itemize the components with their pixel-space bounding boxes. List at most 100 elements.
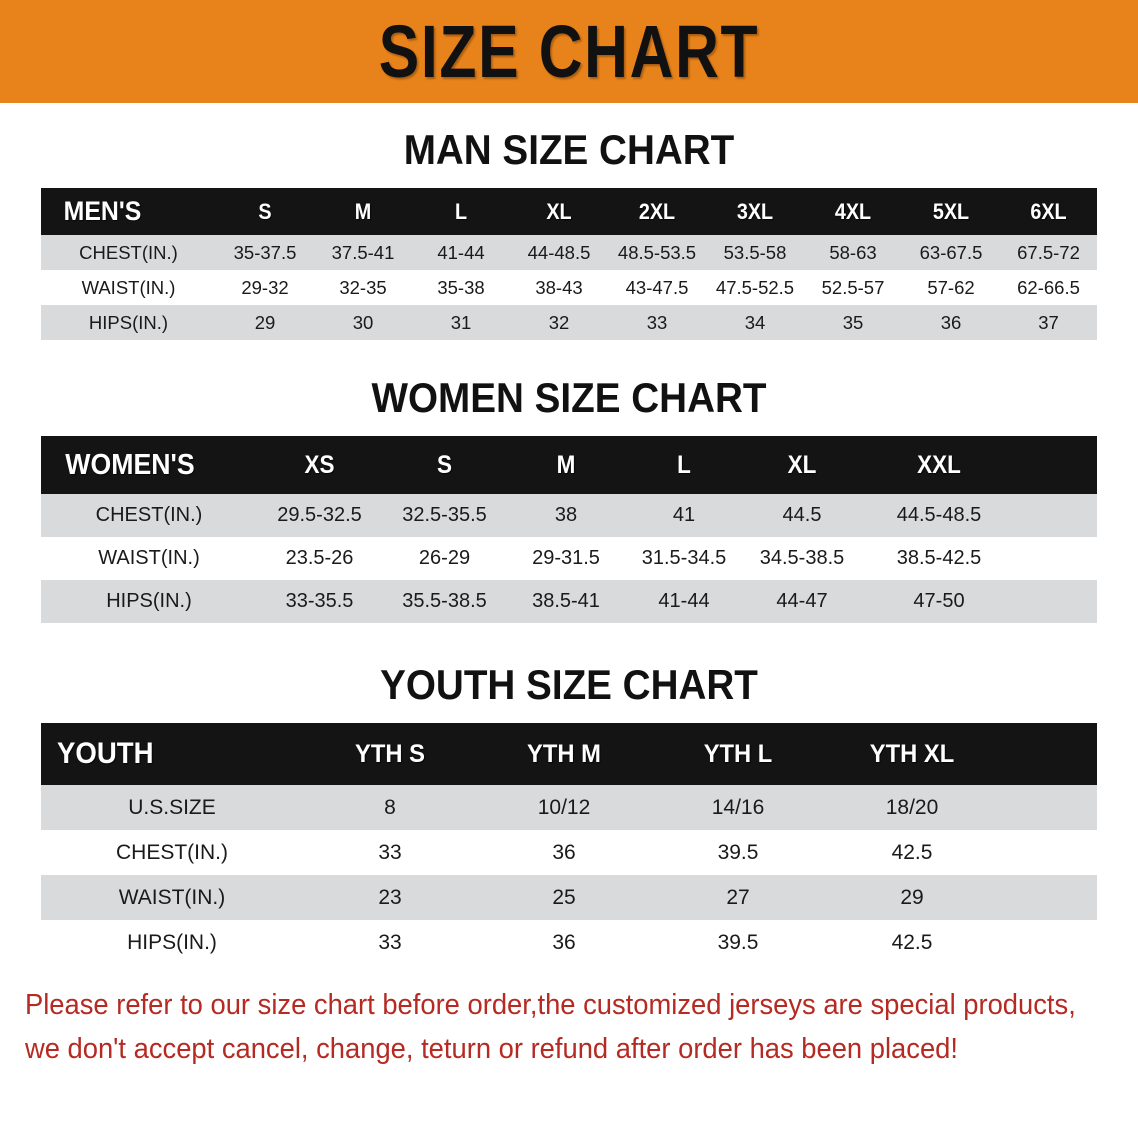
youth-size-header-m: YTH M xyxy=(527,739,601,768)
women-waist-m: 29-31.5 xyxy=(532,547,600,569)
men-waist-5xl: 57-62 xyxy=(927,276,975,298)
youth-hips-spacer xyxy=(999,920,1097,965)
youth-header-row: YOUTH YTH S YTH M YTH L YTH XL xyxy=(41,723,1097,785)
notice-line-1: Please refer to our size chart before or… xyxy=(24,989,1076,1021)
men-size-header-5xl: 5XL xyxy=(932,198,970,224)
women-size-header-m: M xyxy=(556,450,576,479)
men-chest-xl: 44-48.5 xyxy=(527,241,591,263)
men-size-header-2xl: 2XL xyxy=(638,198,676,224)
men-waist-m: 32-35 xyxy=(339,276,387,298)
women-size-header-xxl: XXL xyxy=(917,450,961,479)
men-chest-6xl: 67.5-72 xyxy=(1017,241,1080,263)
youth-hips-label: HIPS(IN.) xyxy=(127,930,217,954)
youth-chest-row: CHEST(IN.) 33 36 39.5 42.5 xyxy=(41,830,1097,875)
men-chest-l: 41-44 xyxy=(437,241,485,263)
youth-waist-s: 23 xyxy=(378,885,402,909)
youth-corner-label: YOUTH xyxy=(56,737,154,770)
youth-chest-spacer xyxy=(999,830,1097,875)
women-hips-label: HIPS(IN.) xyxy=(106,590,192,612)
page-banner: SIZE CHART xyxy=(0,0,1138,103)
youth-chest-s: 33 xyxy=(378,840,402,864)
youth-hips-row: HIPS(IN.) 33 36 39.5 42.5 xyxy=(41,920,1097,965)
men-waist-l: 35-38 xyxy=(437,276,485,298)
youth-hips-l: 39.5 xyxy=(717,930,759,954)
youth-size-header-l: YTH L xyxy=(703,739,773,768)
men-chest-3xl: 53.5-58 xyxy=(723,241,787,263)
youth-size-header-xl: YTH XL xyxy=(869,739,955,768)
women-header-row: WOMEN'S XS S M L XL XXL xyxy=(41,436,1097,494)
youth-hips-m: 36 xyxy=(552,930,576,954)
men-waist-s: 29-32 xyxy=(241,276,289,298)
youth-hips-s: 33 xyxy=(378,930,402,954)
women-size-table: WOMEN'S XS S M L XL XXL CHEST(IN.) 29.5-… xyxy=(41,436,1097,623)
men-waist-2xl: 43-47.5 xyxy=(625,276,689,298)
youth-size-table: YOUTH YTH S YTH M YTH L YTH XL U.S.SIZE … xyxy=(41,723,1097,965)
youth-ussize-l: 14/16 xyxy=(711,795,765,819)
men-chest-5xl: 63-67.5 xyxy=(919,241,983,263)
youth-ussize-row: U.S.SIZE 8 10/12 14/16 18/20 xyxy=(41,785,1097,830)
women-size-header-xs: XS xyxy=(304,450,335,479)
youth-ussize-label: U.S.SIZE xyxy=(128,795,216,819)
men-size-header-6xl: 6XL xyxy=(1030,198,1067,224)
men-hips-m: 30 xyxy=(352,311,374,333)
youth-waist-l: 27 xyxy=(726,885,750,909)
men-waist-3xl: 47.5-52.5 xyxy=(715,276,795,298)
women-hips-m: 38.5-41 xyxy=(532,590,600,612)
youth-chest-xl: 42.5 xyxy=(891,840,933,864)
men-size-header-3xl: 3XL xyxy=(736,198,774,224)
youth-header-spacer xyxy=(999,723,1097,785)
notice-line-2: we don't accept cancel, change, teturn o… xyxy=(24,1033,958,1066)
women-section-title: WOMEN SIZE CHART xyxy=(371,374,767,421)
youth-waist-xl: 29 xyxy=(900,885,924,909)
women-chest-m: 38 xyxy=(554,504,578,526)
women-hips-xxl: 47-50 xyxy=(913,590,965,612)
women-waist-xl: 34.5-38.5 xyxy=(759,547,845,569)
men-hips-label: HIPS(IN.) xyxy=(88,311,169,333)
men-waist-xl: 38-43 xyxy=(535,276,583,298)
women-waist-xxl: 38.5-42.5 xyxy=(896,547,982,569)
men-hips-4xl: 35 xyxy=(842,311,864,333)
women-waist-spacer xyxy=(1017,537,1097,580)
youth-waist-m: 25 xyxy=(552,885,576,909)
men-size-header-xl: XL xyxy=(546,198,572,224)
youth-waist-label: WAIST(IN.) xyxy=(118,885,226,909)
men-size-header-4xl: 4XL xyxy=(834,198,872,224)
women-hips-s: 35.5-38.5 xyxy=(402,590,487,612)
men-waist-6xl: 62-66.5 xyxy=(1017,276,1080,298)
women-chest-row: CHEST(IN.) 29.5-32.5 32.5-35.5 38 41 44.… xyxy=(41,494,1097,537)
youth-size-header-s: YTH S xyxy=(355,739,425,768)
women-corner-label: WOMEN'S xyxy=(65,448,195,481)
women-waist-label: WAIST(IN.) xyxy=(98,547,200,569)
youth-section-title: YOUTH SIZE CHART xyxy=(380,661,758,708)
men-hips-xl: 32 xyxy=(548,311,570,333)
men-waist-4xl: 52.5-57 xyxy=(821,276,885,298)
youth-chest-l: 39.5 xyxy=(717,840,759,864)
men-hips-row: HIPS(IN.) 29 30 31 32 33 34 35 36 37 xyxy=(41,305,1097,340)
men-chest-m: 37.5-41 xyxy=(331,241,395,263)
youth-ussize-xl: 18/20 xyxy=(885,795,939,819)
men-chest-label: CHEST(IN.) xyxy=(79,241,178,263)
men-size-table: MEN'S S M L XL 2XL 3XL 4XL 5XL 6XL CHEST… xyxy=(41,188,1097,340)
women-hips-row: HIPS(IN.) 33-35.5 35.5-38.5 38.5-41 41-4… xyxy=(41,580,1097,623)
women-chest-xs: 29.5-32.5 xyxy=(277,504,362,526)
men-hips-3xl: 34 xyxy=(744,311,766,333)
women-chest-label: CHEST(IN.) xyxy=(95,504,203,526)
men-size-header-s: S xyxy=(258,198,272,224)
men-header-row: MEN'S S M L XL 2XL 3XL 4XL 5XL 6XL xyxy=(41,188,1097,235)
women-hips-l: 41-44 xyxy=(658,590,710,612)
page-title: SIZE CHART xyxy=(378,9,760,93)
men-waist-label: WAIST(IN.) xyxy=(81,276,176,298)
men-size-header-l: L xyxy=(454,198,468,224)
men-hips-5xl: 36 xyxy=(940,311,962,333)
men-chest-s: 35-37.5 xyxy=(233,241,297,263)
man-section-title: MAN SIZE CHART xyxy=(403,126,735,173)
women-size-header-l: L xyxy=(677,450,691,479)
men-corner-label: MEN'S xyxy=(63,196,142,226)
women-hips-spacer xyxy=(1017,580,1097,623)
women-header-spacer xyxy=(1017,436,1097,494)
women-chest-xxl: 44.5-48.5 xyxy=(896,504,982,526)
youth-chest-m: 36 xyxy=(552,840,576,864)
women-waist-s: 26-29 xyxy=(418,547,471,569)
women-hips-xs: 33-35.5 xyxy=(285,590,354,612)
women-chest-s: 32.5-35.5 xyxy=(402,504,487,526)
